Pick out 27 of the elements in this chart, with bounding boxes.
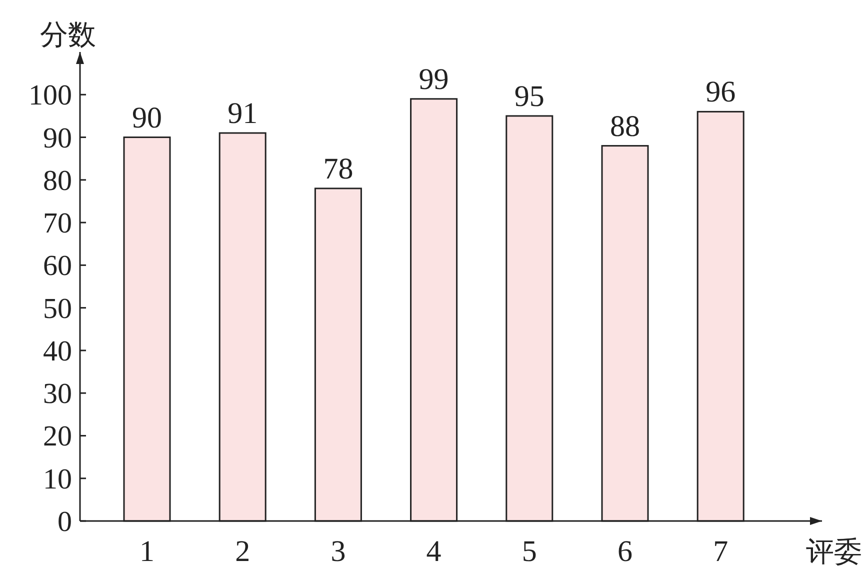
y-tick-label: 40 <box>43 335 72 368</box>
y-tick-label: 50 <box>43 292 72 325</box>
data-label: 91 <box>228 97 258 130</box>
x-tick-label: 2 <box>235 535 250 568</box>
y-tick-label: 70 <box>43 208 72 240</box>
y-tick-label: 10 <box>43 463 72 496</box>
x-tick-label: 1 <box>140 535 154 568</box>
x-tick-label: 7 <box>713 535 728 568</box>
data-label: 88 <box>610 110 640 143</box>
x-axis-title: 评委 <box>806 537 862 568</box>
data-label: 90 <box>132 101 162 134</box>
y-tick-label: 60 <box>43 250 72 282</box>
data-label: 96 <box>706 76 736 109</box>
y-tick-label: 0 <box>58 506 72 538</box>
y-tick-label: 90 <box>43 122 72 154</box>
data-label: 78 <box>323 152 354 186</box>
y-tick-label: 100 <box>28 80 72 112</box>
x-tick-label: 5 <box>522 535 537 568</box>
data-label: 95 <box>514 80 544 113</box>
x-tick-label: 4 <box>426 535 442 568</box>
y-axis-title: 分数 <box>40 20 96 51</box>
data-label: 99 <box>418 62 449 96</box>
x-tick-label: 6 <box>618 535 632 568</box>
y-tick-label: 20 <box>43 420 72 453</box>
x-tick-label: 3 <box>330 535 346 568</box>
y-tick-label: 30 <box>43 378 72 410</box>
y-tick-label: 80 <box>43 164 72 197</box>
